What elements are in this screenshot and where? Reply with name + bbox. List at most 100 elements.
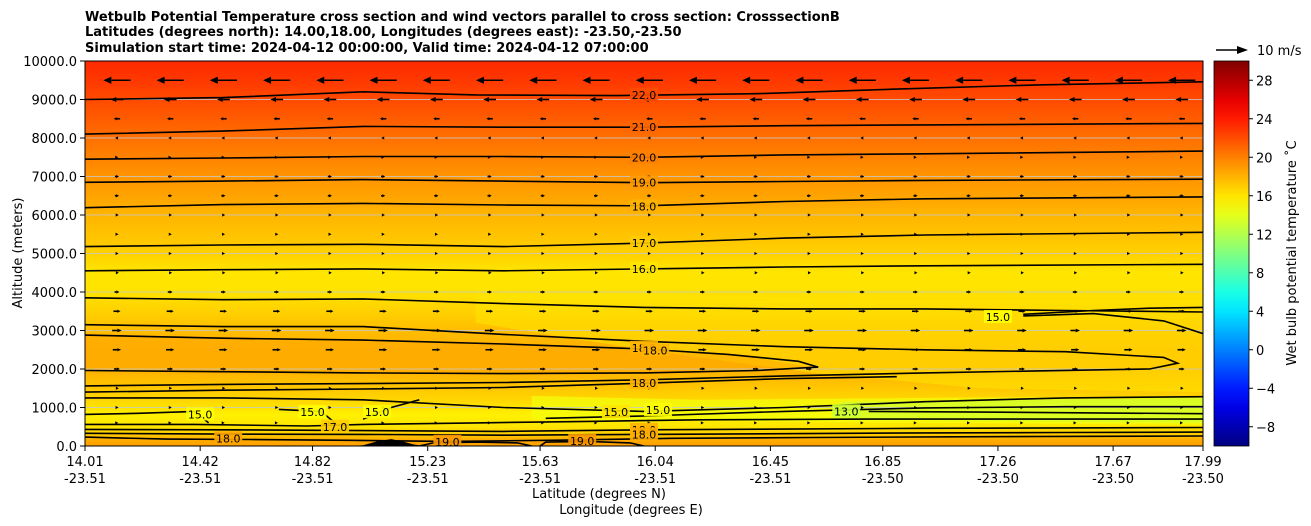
wind-vector	[326, 309, 334, 313]
wind-vector	[860, 251, 864, 256]
wind-vector	[168, 155, 172, 159]
wind-vector	[274, 155, 278, 159]
wind-vector	[220, 117, 227, 121]
contour-label-bg-25	[568, 433, 597, 446]
x-tick-lon-label-8: -23.50	[977, 472, 1019, 487]
wind-vector	[1179, 194, 1184, 198]
wind-vector	[1178, 367, 1185, 371]
wind-vector	[913, 194, 918, 198]
wind-vector	[327, 136, 331, 140]
contour-label-1: 21.0	[632, 121, 657, 134]
wind-vector	[806, 290, 812, 294]
chart-title-line-2: Latitudes (degrees north): 14.00,18.00, …	[85, 25, 682, 40]
wind-vector	[541, 386, 545, 390]
wind-vector	[327, 367, 333, 371]
wind-vector	[1019, 174, 1025, 179]
wind-vector	[168, 194, 173, 198]
wind-vector	[1178, 117, 1185, 121]
chart-title-line-3: Simulation start time: 2024-04-12 00:00:…	[85, 41, 649, 56]
wind-vector	[913, 136, 917, 140]
wind-vector	[912, 117, 919, 121]
wind-vector	[594, 213, 598, 217]
y-tick-label-7: 7000.0	[32, 171, 78, 186]
wind-vector	[275, 232, 279, 236]
wind-vector	[700, 421, 704, 425]
wind-vector	[274, 421, 278, 425]
wind-vector	[967, 251, 971, 256]
wind-vector	[115, 271, 119, 275]
wind-vector	[1019, 290, 1025, 294]
wind-vector	[858, 348, 867, 352]
contour-line-6	[85, 263, 1203, 272]
wind-vector	[541, 213, 545, 217]
wind-vector	[753, 194, 758, 198]
wind-vector	[1072, 117, 1079, 121]
contour-label-3: 19.0	[632, 177, 657, 190]
wind-vector	[422, 76, 450, 84]
wind-vector	[699, 367, 706, 371]
wind-vector	[860, 174, 865, 179]
wind-vector	[955, 76, 983, 84]
wind-vector	[488, 386, 492, 390]
wind-vector	[1020, 405, 1024, 410]
wind-vector	[217, 96, 230, 103]
wind-vector	[1168, 76, 1196, 84]
colorbar-tick-label-6: 16	[1256, 190, 1273, 205]
wind-vector	[965, 367, 972, 371]
wind-vector	[273, 367, 280, 371]
wind-vector	[646, 367, 653, 371]
wind-vector	[645, 309, 653, 313]
wind-vector	[594, 421, 598, 425]
wind-vector	[967, 271, 971, 275]
wind-vector	[488, 271, 492, 275]
wind-vector	[742, 76, 770, 84]
wind-vector	[807, 271, 811, 275]
wind-vector	[1018, 309, 1026, 313]
wind-vector	[486, 367, 493, 371]
contour-line-14	[85, 395, 1203, 413]
colorbar-tick-label-8: 24	[1256, 113, 1273, 128]
wind-vector	[966, 194, 971, 198]
contour-label-20: 17.0	[323, 421, 348, 434]
wind-vector	[913, 421, 917, 425]
wind-vector	[168, 136, 172, 140]
wind-vector	[1179, 136, 1183, 140]
wind-vector	[701, 213, 705, 217]
wind-vector	[274, 290, 280, 294]
contour-line-10	[85, 323, 1181, 387]
wind-vector	[221, 136, 225, 140]
wind-vector	[115, 136, 119, 140]
wind-vector	[379, 117, 387, 121]
wind-vector	[859, 117, 866, 121]
wind-vector	[701, 232, 705, 236]
colorbar-label: Wet bulb potential temperature ˚C	[1284, 140, 1300, 365]
field-warm-tongue	[85, 334, 813, 373]
colorbar-bar	[1213, 60, 1250, 447]
colorbar-tick-label-2: 0	[1256, 344, 1264, 359]
wind-vector	[271, 328, 282, 333]
contour-label-bg-13	[641, 343, 670, 357]
wind-vector	[855, 96, 869, 103]
wind-vector	[1126, 136, 1130, 140]
wind-vector	[965, 309, 973, 313]
wind-vector	[752, 367, 759, 371]
wind-vector	[752, 117, 759, 121]
contour-label-bg-0	[630, 87, 658, 101]
wind-vector	[487, 290, 493, 294]
wind-vector	[806, 194, 812, 198]
wind-vector	[647, 136, 651, 140]
x-tick-lon-label-3: -23.51	[407, 472, 449, 487]
wind-vector	[1017, 328, 1027, 333]
wind-vector	[594, 155, 598, 159]
wind-vector	[1126, 155, 1130, 159]
wind-vector	[435, 213, 439, 217]
wind-vector	[435, 271, 439, 275]
wind-vector	[753, 290, 759, 294]
wind-vector	[1180, 213, 1184, 217]
y-tick-label-1: 1000.0	[32, 402, 78, 417]
wind-vector	[1020, 271, 1024, 275]
wind-vector	[484, 328, 495, 333]
wind-vector	[221, 194, 226, 198]
wind-vector	[327, 290, 333, 294]
contour-line-4	[85, 196, 1203, 209]
